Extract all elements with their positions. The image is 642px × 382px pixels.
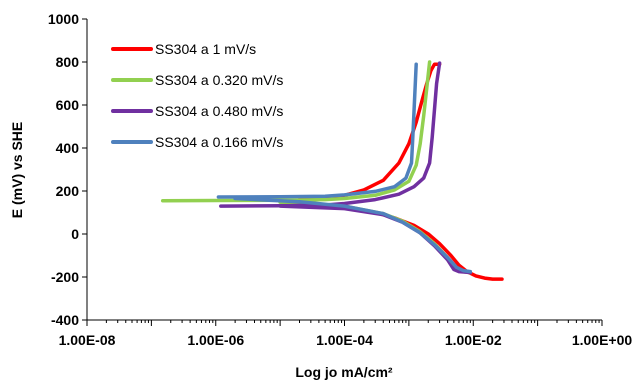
x-tick-label: 1.00E-06 [187,332,244,348]
y-tick-label: 800 [56,54,80,70]
legend-label-3: SS304 a 0.480 mV/s [155,103,283,119]
y-tick-label: 0 [71,226,79,242]
legend-label-4: SS304 a 0.166 mV/s [155,134,283,150]
series-4-anodic-line [216,62,418,199]
x-tick-label: 1.00E-02 [445,332,502,348]
y-tick-label: -200 [51,269,79,285]
y-tick-label: 200 [56,183,80,199]
legend-label-2: SS304 a 0.320 mV/s [155,72,283,88]
x-tick-label: 1.00E-08 [59,332,116,348]
y-tick-label: 600 [56,97,80,113]
series-4-cathodic-line [233,196,473,274]
x-tick-label: 1.00E+00 [572,332,633,348]
y-tick-label: -400 [51,312,79,328]
y-axis-title: E (mV) vs SHE [9,122,25,218]
legend-label-1: SS304 a 1 mV/s [155,41,256,57]
axes-layer: -400 -200 0 200 400 600 800 1000 1.00E-08 1.00E-0… [48,11,633,348]
y-tick-label: 1000 [48,11,79,27]
series-4 [216,62,473,274]
legend: SS304 a 1 mV/s SS304 a 0.320 mV/s SS304 a … [111,41,283,150]
x-tick-label: 1.00E-04 [316,332,373,348]
y-tick-label: 400 [56,140,80,156]
series-layer [160,60,504,281]
x-axis-title: Log jo mA/cm² [295,364,393,380]
